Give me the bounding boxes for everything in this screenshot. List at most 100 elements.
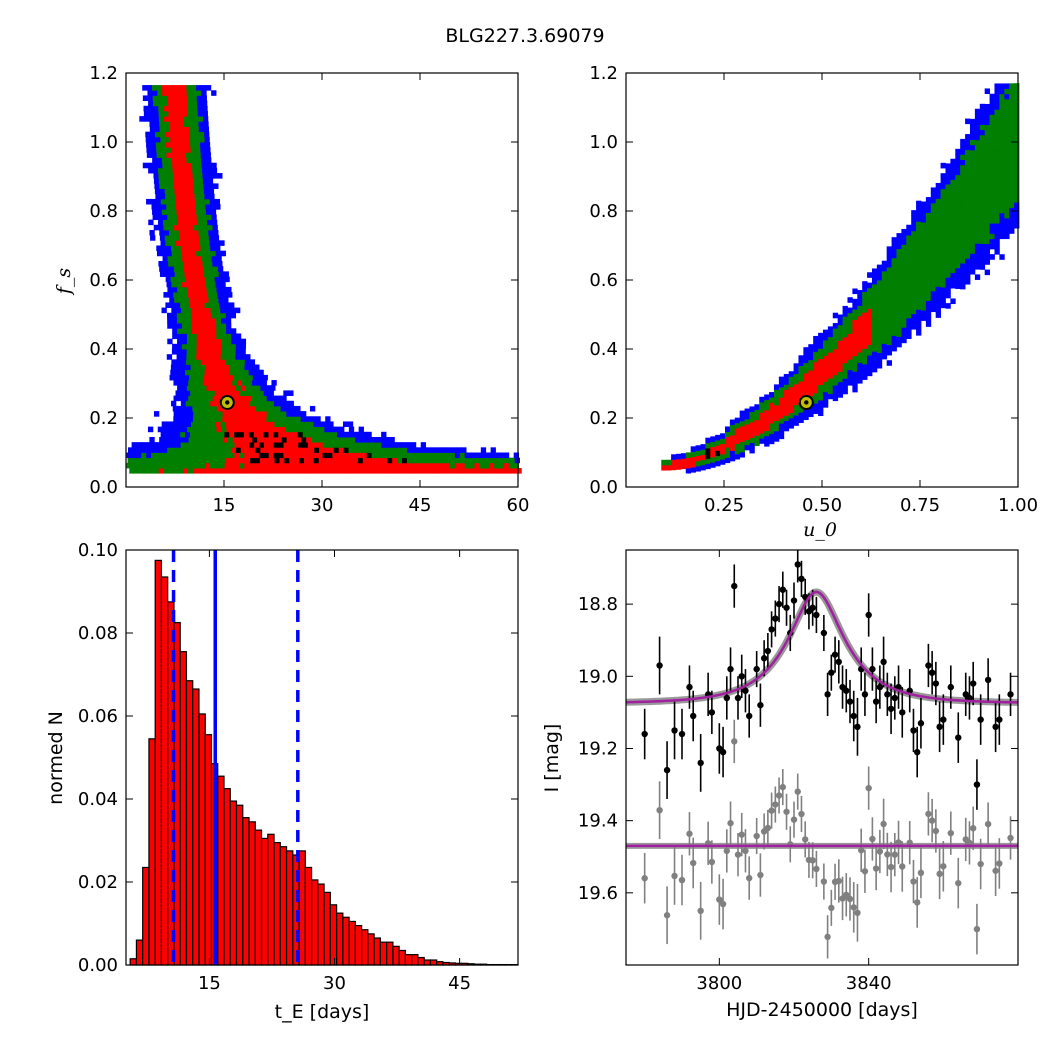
density-cell bbox=[496, 468, 503, 474]
density-cell bbox=[185, 431, 191, 438]
density-cell bbox=[279, 447, 286, 453]
density-cell bbox=[925, 233, 932, 239]
density-cell bbox=[886, 298, 892, 304]
density-cell bbox=[955, 185, 961, 191]
density-cell bbox=[1009, 217, 1015, 224]
density-cell bbox=[196, 323, 202, 329]
density-cell bbox=[247, 374, 254, 381]
density-cell bbox=[950, 179, 956, 186]
density-cell bbox=[162, 90, 168, 96]
density-cell bbox=[876, 316, 883, 322]
density-cell bbox=[216, 426, 222, 433]
density-cell bbox=[759, 427, 765, 434]
density-cell bbox=[196, 286, 203, 293]
density-cell bbox=[724, 457, 731, 464]
density-cell bbox=[827, 357, 834, 364]
density-cell bbox=[1004, 83, 1010, 89]
density-cell bbox=[945, 261, 951, 268]
density-cell bbox=[360, 436, 366, 443]
density-cell bbox=[207, 173, 213, 179]
density-cell bbox=[195, 400, 201, 407]
density-cell bbox=[175, 462, 181, 469]
density-cell bbox=[175, 302, 181, 308]
density-cell bbox=[945, 277, 951, 283]
density-cell bbox=[965, 201, 971, 207]
density-cell bbox=[234, 400, 241, 407]
density-cell bbox=[862, 369, 868, 375]
density-cell bbox=[193, 121, 199, 127]
density-cell bbox=[156, 209, 163, 215]
density-cell bbox=[281, 468, 287, 474]
density-cell bbox=[195, 198, 201, 205]
density-cell bbox=[240, 447, 247, 453]
density-cell bbox=[171, 349, 178, 355]
density-cell bbox=[695, 465, 701, 472]
density-cell bbox=[1004, 124, 1010, 131]
density-cell bbox=[1014, 88, 1020, 94]
density-cell bbox=[178, 229, 185, 236]
density-cell bbox=[945, 215, 951, 221]
histogram-bar bbox=[229, 800, 238, 966]
density-cell bbox=[955, 174, 961, 181]
axes-frame-lightcurve bbox=[625, 549, 1019, 966]
density-cell bbox=[930, 218, 937, 225]
density-cell bbox=[171, 85, 177, 91]
density-cell bbox=[190, 390, 196, 396]
density-cell bbox=[203, 374, 210, 381]
density-cell bbox=[332, 462, 338, 469]
histogram-bar bbox=[198, 713, 206, 966]
density-cell bbox=[139, 116, 145, 122]
density-cell bbox=[446, 457, 452, 464]
density-cell bbox=[202, 219, 208, 226]
density-cell bbox=[965, 227, 971, 233]
density-cell bbox=[341, 431, 348, 438]
density-cell bbox=[867, 329, 873, 335]
density-cell bbox=[232, 436, 238, 443]
density-cell bbox=[136, 442, 142, 448]
data-point bbox=[928, 669, 936, 676]
density-cell bbox=[188, 183, 194, 189]
density-cell bbox=[925, 300, 932, 307]
data-point bbox=[734, 694, 742, 702]
density-cell bbox=[862, 322, 868, 329]
density-cell bbox=[234, 364, 240, 371]
density-cell bbox=[160, 240, 166, 246]
density-cell bbox=[818, 389, 824, 396]
density-cell bbox=[852, 345, 858, 351]
density-cell bbox=[186, 281, 192, 288]
density-cell bbox=[201, 328, 207, 334]
density-cell bbox=[489, 462, 495, 469]
density-cell bbox=[216, 343, 222, 350]
density-cell bbox=[969, 160, 976, 166]
density-cell bbox=[744, 439, 750, 446]
density-cell bbox=[1004, 228, 1010, 234]
density-cell bbox=[690, 461, 696, 468]
density-cell bbox=[166, 204, 172, 210]
density-cell bbox=[974, 144, 981, 151]
density-cell bbox=[229, 364, 235, 371]
density-cell bbox=[867, 303, 873, 309]
density-cell bbox=[974, 212, 981, 218]
data-point bbox=[936, 723, 943, 731]
density-cell bbox=[974, 113, 981, 120]
density-cell bbox=[955, 273, 961, 279]
histogram-bar bbox=[285, 850, 294, 966]
density-cell bbox=[955, 257, 961, 264]
density-cell bbox=[509, 457, 516, 464]
density-cell bbox=[148, 167, 154, 174]
density-cell bbox=[180, 452, 186, 459]
density-cell bbox=[186, 250, 192, 257]
density-cell bbox=[148, 105, 154, 112]
density-cell bbox=[170, 302, 176, 308]
density-cell bbox=[1014, 222, 1020, 229]
density-cell bbox=[195, 390, 201, 396]
density-cell bbox=[999, 228, 1005, 234]
residual-point bbox=[734, 851, 742, 858]
density-cell bbox=[940, 193, 946, 200]
ylabel-normed-N: normed N bbox=[45, 711, 67, 805]
density-cell bbox=[211, 167, 218, 174]
density-cell bbox=[974, 196, 981, 203]
density-cell bbox=[171, 157, 178, 164]
density-cell bbox=[876, 342, 883, 348]
density-cell bbox=[332, 431, 338, 438]
